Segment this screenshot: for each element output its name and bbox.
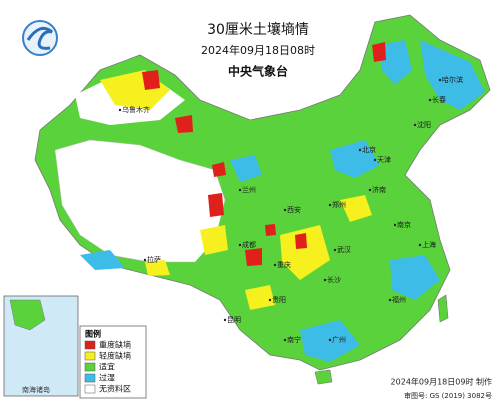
city-dot — [118, 108, 122, 112]
city-label: 上海 — [422, 240, 436, 249]
city-dot — [393, 223, 397, 227]
legend-swatch — [84, 362, 96, 372]
city-label: 广州 — [332, 335, 346, 344]
city-label: 哈尔滨 — [442, 75, 463, 84]
city-label: 昆明 — [227, 316, 241, 324]
legend-swatch — [84, 373, 96, 383]
city-label: 济南 — [372, 185, 386, 194]
legend-label: 适宜 — [99, 362, 115, 372]
city-label: 拉萨 — [147, 255, 161, 264]
city-label: 西安 — [287, 205, 301, 214]
legend-swatch — [84, 351, 96, 361]
island — [314, 369, 333, 385]
city-dot — [268, 298, 272, 302]
city-dot — [283, 208, 287, 212]
footer-approval: 审图号: GS (2019) 3082号 — [404, 391, 492, 400]
island — [437, 294, 449, 323]
footer-made: 2024年09月18日09时 制作 — [391, 377, 492, 387]
city-label: 天津 — [377, 156, 391, 164]
city-dot — [238, 188, 242, 192]
city-dot — [328, 338, 332, 342]
inset-label: 南海诸岛 — [22, 385, 50, 394]
city-label: 乌鲁木齐 — [122, 105, 150, 114]
inset-land — [9, 299, 46, 331]
city-dot — [368, 188, 372, 192]
city-dot — [283, 338, 287, 342]
legend-label: 过湿 — [99, 373, 115, 383]
city-dot — [333, 248, 337, 252]
city-label: 北京 — [362, 145, 376, 154]
city-label: 武汉 — [337, 245, 351, 254]
city-dot — [273, 263, 277, 267]
city-label: 长春 — [432, 95, 446, 104]
logo — [22, 20, 58, 56]
legend-label: 无资料区 — [99, 384, 131, 394]
city-dot — [143, 258, 147, 262]
severe-drought-area — [142, 42, 386, 266]
legend-swatch — [84, 384, 96, 394]
city-dot — [418, 243, 422, 247]
city-label: 沈阳 — [417, 120, 431, 129]
date: 2024年09月18日08时 — [201, 43, 315, 57]
city-label: 长沙 — [327, 275, 341, 284]
wet-area — [80, 40, 485, 362]
city-dot — [358, 148, 362, 152]
city-label: 郑州 — [332, 201, 346, 209]
city-label: 重庆 — [277, 260, 291, 269]
city-label: 兰州 — [242, 185, 256, 194]
city-label: 成都 — [242, 240, 256, 249]
legend-label: 重度缺墒 — [99, 340, 131, 350]
city-dot — [388, 298, 392, 302]
city-label: 南京 — [397, 220, 411, 229]
city-dot — [328, 203, 332, 207]
legend-label: 轻度缺墒 — [99, 351, 131, 361]
city-dot — [223, 318, 227, 322]
city-dot — [323, 278, 327, 282]
title: 30厘米土壤墒情 — [207, 21, 309, 38]
city-dot — [413, 123, 417, 127]
city-dot — [438, 78, 442, 82]
city-label: 福州 — [392, 295, 406, 304]
agency: 中央气象台 — [228, 64, 288, 79]
legend-swatch — [84, 340, 96, 350]
city-label: 南宁 — [287, 335, 301, 344]
legend-title: 图例 — [85, 329, 101, 339]
city-dot — [428, 98, 432, 102]
city-dot — [238, 243, 242, 247]
city-label: 贵阳 — [272, 295, 286, 304]
city-dot — [373, 158, 377, 162]
